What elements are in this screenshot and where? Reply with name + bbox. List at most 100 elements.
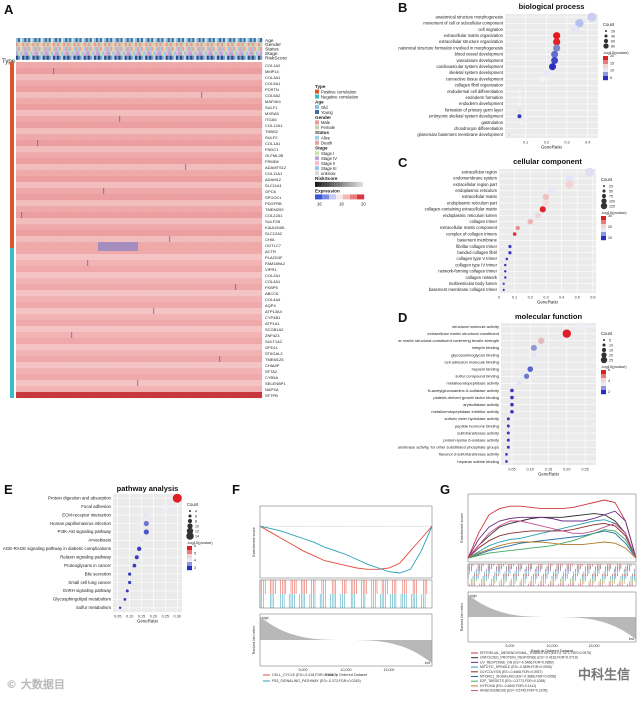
annotation-cell <box>32 55 35 60</box>
annotation-cell <box>237 42 240 47</box>
heatmap-cell <box>207 350 222 357</box>
heatmap-cell <box>234 200 249 207</box>
heatmap-cell <box>98 320 112 327</box>
heatmap-cell <box>98 302 112 309</box>
heatmap-cell <box>43 122 58 129</box>
heatmap-cell <box>43 158 58 165</box>
legend-risk-gradient <box>334 181 337 187</box>
term-label: banded collagen fibril <box>457 250 497 255</box>
dot <box>502 288 505 291</box>
heatmap-cell <box>221 386 235 393</box>
heatmap-cell <box>29 200 44 207</box>
annotation-cell <box>229 38 232 43</box>
heatmap-cell <box>166 314 181 321</box>
annotation-cell <box>61 46 64 51</box>
annotation-cell <box>95 46 99 51</box>
annotation-cell <box>223 46 226 51</box>
annotation-cell <box>243 46 246 51</box>
heatmap-cell <box>193 74 208 81</box>
heatmap-cell <box>248 224 263 231</box>
heatmap-cell <box>70 134 85 141</box>
dot <box>143 529 149 535</box>
legend-count-label: 8 <box>195 519 197 523</box>
annotation-cell <box>18 38 21 43</box>
heatmap-cell <box>248 218 263 225</box>
annotation-cell <box>186 38 189 43</box>
heatmap-cell <box>70 86 85 93</box>
gene-label: COL11A1 <box>265 171 283 176</box>
heatmap-cell <box>193 308 208 315</box>
heatmap-cell <box>166 200 181 207</box>
gene-label: SULT1A2 <box>265 339 283 344</box>
heatmap-cell <box>234 116 249 123</box>
heatmap-cell <box>16 290 30 297</box>
annotation-cell <box>130 42 134 47</box>
term-label: glomerular basement membrane development <box>417 132 503 137</box>
heatmap-cell <box>166 230 181 237</box>
legend-stage-item-swatch <box>315 161 319 166</box>
heatmap-cell <box>152 320 167 327</box>
annotation-cell <box>141 55 144 60</box>
heatmap-cell <box>234 248 249 255</box>
heatmap-cell <box>207 362 222 369</box>
legend-count-dot <box>604 34 608 38</box>
annotation-cell <box>208 42 212 47</box>
annotation-cell <box>95 55 99 60</box>
annotation-cell <box>180 38 183 43</box>
heatmap-cell <box>84 326 99 333</box>
annotation-cell <box>233 55 236 60</box>
heatmap-cell <box>221 140 235 147</box>
heatmap-cell <box>221 182 235 189</box>
heatmap-cell <box>139 68 153 75</box>
annotation-cell <box>93 51 97 56</box>
heatmap-cell <box>152 176 167 183</box>
heatmap-cell <box>29 236 44 243</box>
annotation-cell <box>175 55 179 60</box>
annotation-cell <box>251 46 255 51</box>
heatmap-cell <box>139 236 153 243</box>
annotation-cell <box>136 46 140 51</box>
heatmap-cell <box>234 272 249 279</box>
heatmap-cell <box>221 194 235 201</box>
gene-label: FKBP5 <box>265 285 278 290</box>
heatmap-cell <box>29 170 44 177</box>
heatmap-cell <box>29 374 44 381</box>
annotation-cell <box>161 55 164 60</box>
annotation-cell <box>44 42 48 47</box>
annotation-cell <box>255 42 259 47</box>
heatmap-cell <box>248 260 263 267</box>
x-tick: 0.30 <box>174 615 181 619</box>
heatmap-cell <box>111 98 126 105</box>
annotation-cell <box>75 42 78 47</box>
heatmap-cell <box>125 236 140 243</box>
heatmap-cell <box>234 302 249 309</box>
heatmap-blue-block <box>98 242 138 251</box>
heatmap-cell <box>16 326 30 333</box>
dot <box>506 424 510 428</box>
heatmap-cell <box>152 128 167 135</box>
annotation-cell <box>212 46 216 51</box>
annotation-cell <box>134 51 138 56</box>
heatmap-cell <box>111 314 126 321</box>
heatmap-cell <box>166 188 181 195</box>
heatmap-cell <box>98 80 112 87</box>
heatmap-cell <box>207 62 222 69</box>
legend-risk-gradient <box>336 181 340 187</box>
annotation-cell <box>52 51 56 56</box>
heatmap-cell <box>125 122 140 129</box>
gene-label: NAPSA <box>265 387 279 392</box>
heatmap-cell <box>125 230 140 237</box>
heatmap-cell <box>43 290 58 297</box>
heatmap-cell <box>139 260 153 267</box>
heatmap-cell <box>57 134 71 141</box>
heatmap-cell <box>166 122 181 129</box>
heatmap-cell <box>111 320 126 327</box>
annotation-cell <box>85 38 89 43</box>
heatmap-cell <box>57 146 71 153</box>
heatmap-cell <box>234 290 249 297</box>
heatmap-cell <box>84 356 99 363</box>
annotation-cell <box>155 51 158 56</box>
annotation-cell <box>114 51 117 56</box>
heatmap-cell <box>207 176 222 183</box>
heatmap-cell <box>193 164 208 171</box>
